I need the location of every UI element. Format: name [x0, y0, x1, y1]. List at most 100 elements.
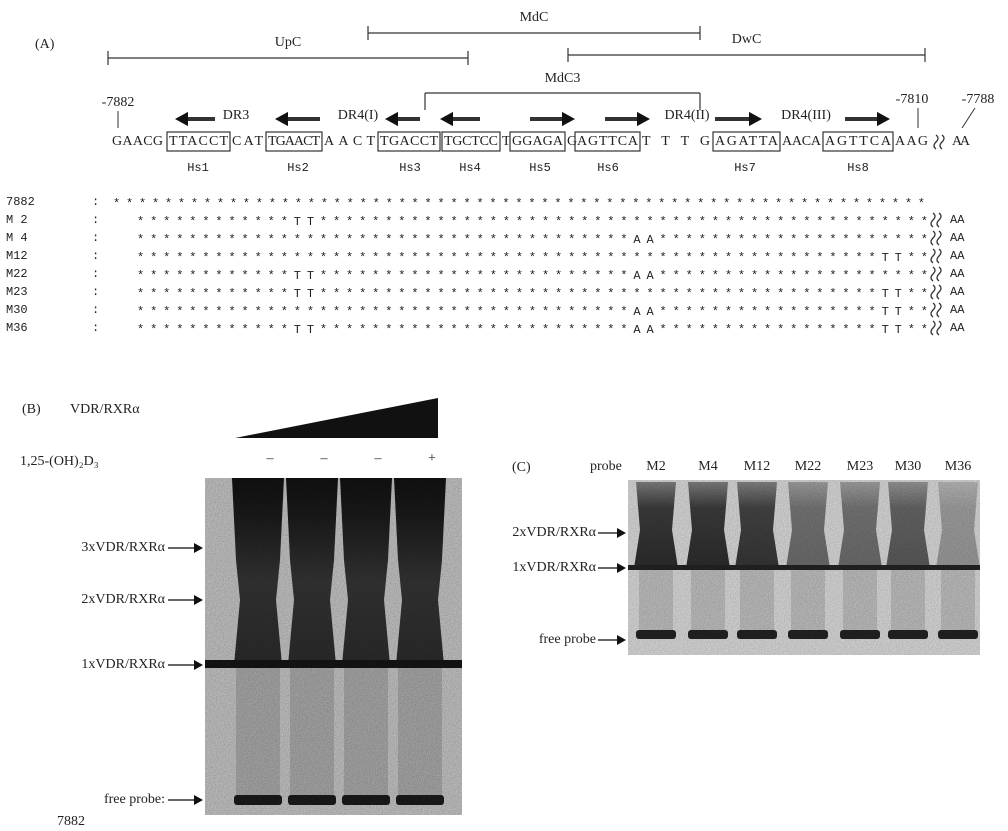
ligand-label: 1,25-(OH)₂D₃	[20, 454, 99, 469]
half-site-label: Hs8	[847, 161, 869, 175]
sequence-segment: CAT	[232, 134, 263, 149]
row-tail: AA	[950, 213, 965, 227]
element-label: DR4(II)	[664, 108, 709, 123]
arrow-head	[877, 112, 890, 126]
row-sequence: ****************************************…	[137, 251, 928, 265]
concentration-wedge	[235, 398, 438, 438]
band-label: 2xVDR/RXRα	[512, 525, 596, 540]
half-site-label: Hs7	[734, 161, 756, 175]
lane-label: M4	[698, 459, 717, 474]
arrow-head	[194, 795, 203, 805]
row-separator: :	[92, 267, 99, 281]
arrow-head	[385, 112, 398, 126]
sequence-segment: AGTTCA	[577, 134, 639, 149]
half-site-label: Hs5	[529, 161, 551, 175]
position-label: -7810	[896, 92, 929, 107]
break-mark	[931, 285, 941, 299]
sequence-segment: TTACCT	[169, 134, 228, 149]
row-name: M23	[6, 285, 28, 299]
arrow-head	[562, 112, 575, 126]
band-label: 2xVDR/RXRα	[81, 592, 165, 607]
sequence-segment: AA	[952, 134, 971, 149]
row-separator: :	[92, 303, 99, 317]
row-tail: AA	[950, 321, 965, 335]
row-tail: AA	[950, 267, 965, 281]
sequence-segment: TTTG	[642, 134, 710, 149]
row-tail: AA	[950, 249, 965, 263]
row-sequence: ************TT**************************…	[137, 287, 928, 301]
lane-sign: +	[428, 451, 436, 466]
break-mark	[934, 135, 944, 149]
sequence-segment: GAACG	[112, 134, 163, 149]
band-label: 1xVDR/RXRα	[512, 560, 596, 575]
page: (A)UpCMdCDwCMdC3-7882-7810-7788DR3DR4(I)…	[0, 0, 1008, 831]
row-tail: AA	[950, 303, 965, 317]
row-separator: :	[92, 231, 99, 245]
panel-label: (C)	[512, 460, 531, 475]
sequence-segment: TGAACT	[268, 134, 320, 149]
gel-grain	[205, 478, 462, 815]
panel-label: (A)	[35, 37, 55, 52]
region-label: MdC	[520, 10, 549, 25]
lane-label: M30	[895, 459, 921, 474]
break-mark	[931, 213, 941, 227]
rule	[962, 108, 975, 128]
arrow-head	[194, 595, 203, 605]
lane-sign: –	[266, 451, 275, 466]
row-sequence: **************************************AA…	[137, 305, 928, 319]
break-mark	[931, 303, 941, 317]
row-name: 7882	[6, 195, 35, 209]
region-label: DwC	[732, 32, 762, 47]
element-label: DR4(I)	[338, 108, 379, 123]
band-label: free probe	[539, 632, 596, 647]
break-mark	[931, 321, 941, 335]
row-name: M36	[6, 321, 28, 335]
arrow-head	[275, 112, 288, 126]
half-site-label: Hs6	[597, 161, 619, 175]
band-label: 1xVDR/RXRα	[81, 657, 165, 672]
lane-label: M2	[646, 459, 665, 474]
sequence-segment: GGAGA	[512, 134, 564, 149]
arrow-head	[617, 528, 626, 538]
row-sequence: **************************************AA…	[137, 233, 928, 247]
arrow-head	[749, 112, 762, 126]
position-label: -7882	[102, 95, 135, 110]
break-mark	[931, 267, 941, 281]
row-name: M22	[6, 267, 28, 281]
row-separator: :	[92, 195, 99, 209]
sequence-segment: AGTTCA	[825, 134, 892, 149]
element-label: DR3	[223, 108, 249, 123]
row-name: M 2	[6, 213, 28, 227]
lane-label: M12	[744, 459, 770, 474]
lane-label: M23	[847, 459, 873, 474]
row-sequence: ****************************************…	[113, 197, 925, 211]
row-sequence: ************TT**************************…	[137, 215, 928, 229]
figure: (A)UpCMdCDwCMdC3-7882-7810-7788DR3DR4(I)…	[0, 0, 1008, 831]
lane-sign: –	[320, 451, 329, 466]
element-label: DR4(III)	[781, 108, 831, 123]
arrow-head	[617, 563, 626, 573]
row-separator: :	[92, 249, 99, 263]
sequence-segment: AGATTA	[715, 134, 779, 149]
arrow-head	[440, 112, 453, 126]
gel-grain	[628, 480, 980, 655]
break-mark	[931, 231, 941, 245]
half-site-label: Hs2	[287, 161, 309, 175]
row-name: M 4	[6, 231, 28, 245]
row-separator: :	[92, 321, 99, 335]
half-site-label: Hs3	[399, 161, 421, 175]
sequence-segment: AACT	[324, 134, 375, 149]
arrow-head	[194, 660, 203, 670]
band-label: 3xVDR/RXRα	[81, 540, 165, 555]
panel-label: (B)	[22, 402, 41, 417]
row-tail: AA	[950, 285, 965, 299]
band-label: free probe:	[104, 792, 165, 807]
sequence-segment: TGCTCC	[444, 134, 498, 149]
probe-name: 7882	[57, 814, 85, 829]
row-name: M30	[6, 303, 28, 317]
arrow-head	[175, 112, 188, 126]
lane-sign: –	[374, 451, 383, 466]
row-separator: :	[92, 213, 99, 227]
half-site-label: Hs4	[459, 161, 481, 175]
region-label: UpC	[275, 35, 301, 50]
